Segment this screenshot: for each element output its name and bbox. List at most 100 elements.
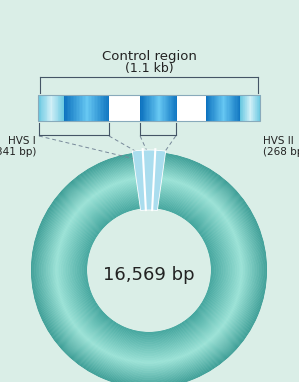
Bar: [164, 95, 166, 121]
Bar: [184, 95, 186, 121]
Bar: [230, 95, 231, 121]
Bar: [243, 95, 244, 121]
Bar: [219, 95, 221, 121]
Text: (341 bp): (341 bp): [0, 147, 36, 157]
Bar: [63, 95, 65, 121]
Bar: [55, 95, 57, 121]
Bar: [126, 95, 127, 121]
Bar: [224, 95, 226, 121]
Bar: [253, 95, 254, 121]
Bar: [77, 95, 79, 121]
Bar: [57, 95, 58, 121]
Bar: [150, 95, 152, 121]
Bar: [47, 95, 49, 121]
Bar: [139, 95, 141, 121]
Bar: [160, 95, 161, 121]
Bar: [245, 95, 246, 121]
Bar: [180, 95, 181, 121]
Bar: [247, 95, 248, 121]
Bar: [133, 95, 135, 121]
Bar: [208, 95, 210, 121]
Bar: [255, 95, 256, 121]
Bar: [252, 95, 253, 121]
Bar: [86, 95, 88, 121]
Bar: [167, 95, 169, 121]
Bar: [251, 95, 252, 121]
Bar: [154, 95, 155, 121]
Bar: [243, 95, 245, 121]
Bar: [246, 95, 247, 121]
Bar: [181, 95, 183, 121]
Bar: [168, 95, 170, 121]
Bar: [110, 95, 112, 121]
Bar: [241, 95, 242, 121]
Bar: [158, 95, 160, 121]
Bar: [59, 95, 61, 121]
Bar: [46, 95, 47, 121]
Bar: [237, 95, 238, 121]
Bar: [131, 95, 132, 121]
Bar: [116, 95, 118, 121]
Bar: [54, 95, 56, 121]
Bar: [97, 95, 99, 121]
Bar: [114, 95, 116, 121]
Bar: [74, 95, 76, 121]
Bar: [179, 95, 180, 121]
Bar: [171, 95, 172, 121]
Bar: [211, 95, 213, 121]
Bar: [257, 95, 258, 121]
Bar: [98, 95, 100, 121]
Bar: [245, 95, 246, 121]
Bar: [249, 95, 250, 121]
Bar: [188, 95, 190, 121]
Bar: [210, 95, 212, 121]
Bar: [166, 95, 167, 121]
Bar: [39, 95, 40, 121]
Bar: [146, 95, 148, 121]
Bar: [50, 95, 51, 121]
Bar: [202, 95, 203, 121]
Bar: [76, 95, 78, 121]
Bar: [228, 95, 230, 121]
Bar: [41, 95, 43, 121]
Bar: [65, 95, 67, 121]
Bar: [253, 95, 254, 121]
Bar: [103, 95, 105, 121]
Bar: [163, 95, 165, 121]
Bar: [172, 95, 174, 121]
Bar: [189, 95, 191, 121]
Bar: [60, 95, 62, 121]
Bar: [149, 95, 150, 121]
Bar: [125, 95, 126, 121]
Bar: [200, 95, 201, 121]
Bar: [205, 95, 206, 121]
Bar: [118, 95, 120, 121]
Bar: [185, 95, 187, 121]
Bar: [45, 95, 46, 121]
Bar: [41, 95, 42, 121]
Bar: [240, 95, 241, 121]
Bar: [82, 95, 84, 121]
Bar: [113, 95, 115, 121]
Bar: [197, 95, 199, 121]
Bar: [52, 95, 54, 121]
Bar: [52, 95, 53, 121]
Bar: [136, 95, 138, 121]
Bar: [241, 95, 242, 121]
Bar: [256, 95, 257, 121]
Bar: [120, 95, 122, 121]
Bar: [173, 95, 175, 121]
Bar: [128, 95, 129, 121]
Bar: [161, 95, 163, 121]
Bar: [106, 95, 108, 121]
Bar: [92, 95, 94, 121]
Bar: [258, 95, 259, 121]
Bar: [248, 95, 249, 121]
Bar: [38, 95, 260, 121]
Bar: [214, 95, 215, 121]
Bar: [123, 95, 124, 121]
Bar: [68, 95, 70, 121]
Bar: [177, 95, 178, 121]
Bar: [216, 95, 218, 121]
Bar: [101, 95, 103, 121]
